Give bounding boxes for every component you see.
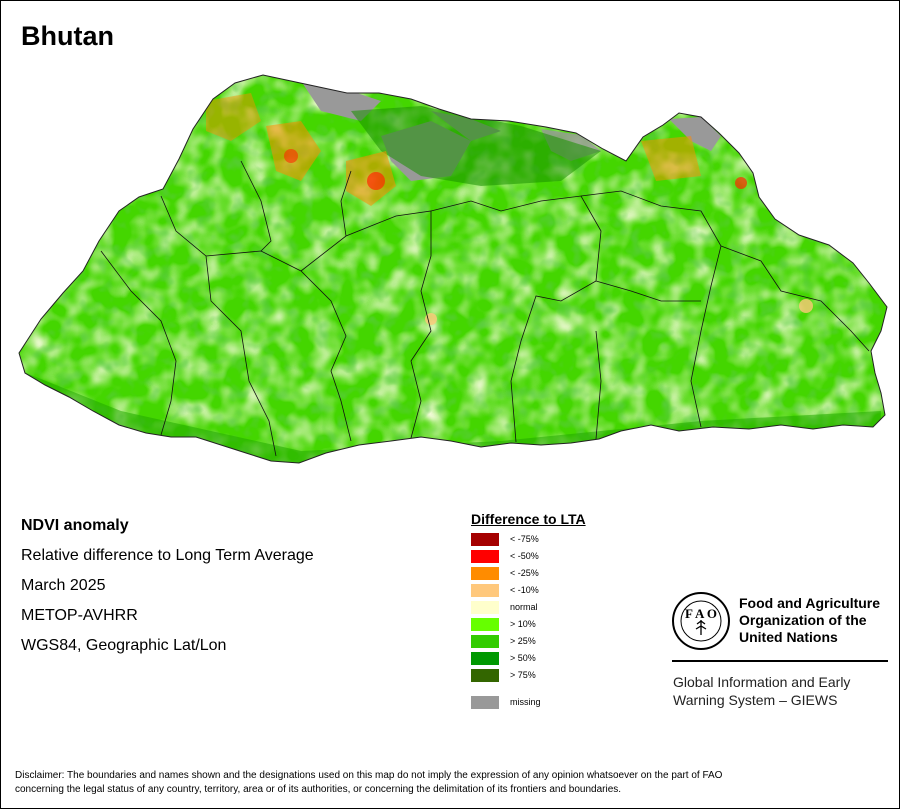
negative-anomaly-4 [284, 149, 298, 163]
legend-swatch [471, 601, 499, 614]
legend-swatch [471, 533, 499, 546]
legend-label: > 75% [510, 670, 536, 680]
legend-swatch [471, 669, 499, 682]
svg-text:F A O: F A O [685, 606, 717, 621]
legend-title: Difference to LTA [471, 511, 586, 527]
giews-line2: Warning System – GIEWS [673, 692, 838, 708]
country-outline [18, 74, 888, 464]
legend-swatch [471, 550, 499, 563]
product-description: Relative difference to Long Term Average [21, 547, 314, 564]
legend-label: > 25% [510, 636, 536, 646]
negative-anomaly-7 [735, 177, 747, 189]
disclaimer: Disclaimer: The boundaries and names sho… [15, 769, 887, 797]
negative-anomaly-6 [641, 136, 701, 181]
district-boundaries [100, 160, 870, 457]
country-fill [19, 75, 887, 463]
legend-swatch [471, 652, 499, 665]
projection-label: WGS84, Geographic Lat/Lon [21, 637, 227, 654]
legend-swatch [471, 635, 499, 648]
legend-swatch [471, 618, 499, 631]
fao-name-line3: United Nations [739, 629, 838, 645]
legend-label: > 50% [510, 653, 536, 663]
legend-label: < -50% [510, 551, 539, 561]
disclaimer-line2: concerning the legal status of any count… [15, 784, 622, 795]
legend-swatch [471, 696, 499, 709]
disclaimer-line1: Disclaimer: The boundaries and names sho… [15, 770, 723, 781]
legend-label: missing [510, 697, 541, 707]
northern-dark-green [351, 106, 601, 186]
period-label: March 2025 [21, 577, 106, 594]
legend-label: > 10% [510, 619, 536, 629]
negative-anomaly-3 [367, 172, 385, 190]
sensor-label: METOP-AVHRR [21, 607, 138, 624]
fao-name-line2: Organization of the [739, 612, 867, 628]
missing-area-northeast [669, 117, 721, 151]
legend-swatch [471, 584, 499, 597]
legend-label: normal [510, 602, 538, 612]
legend-label: < -10% [510, 585, 539, 595]
product-name: NDVI anomaly [21, 517, 129, 534]
giews-label: Global Information and Early Warning Sys… [673, 673, 850, 709]
fao-divider [672, 660, 888, 662]
map-title: Bhutan [21, 21, 114, 51]
negative-anomaly-9 [799, 299, 813, 313]
giews-line1: Global Information and Early [673, 674, 851, 690]
legend-swatch [471, 567, 499, 580]
legend-label: < -75% [510, 534, 539, 544]
negative-anomaly-8 [425, 313, 437, 325]
legend-label: < -25% [510, 568, 539, 578]
negative-anomaly-5 [206, 93, 261, 141]
fao-emblem-icon: F A O [672, 592, 730, 650]
fao-name-line1: Food and Agriculture [739, 595, 881, 611]
fao-name: Food and Agriculture Organization of the… [739, 595, 880, 646]
